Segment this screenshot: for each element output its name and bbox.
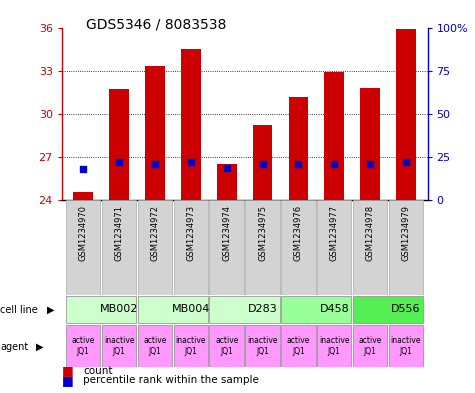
Bar	[66, 325, 101, 367]
Bar	[353, 200, 387, 295]
Text: inactive
JQ1: inactive JQ1	[104, 336, 134, 356]
Bar	[209, 296, 280, 323]
Bar	[102, 200, 136, 295]
Text: GSM1234974: GSM1234974	[222, 205, 231, 261]
Text: GSM1234973: GSM1234973	[186, 205, 195, 261]
Text: D458: D458	[319, 305, 349, 314]
Bar	[174, 325, 208, 367]
Text: ▶: ▶	[36, 342, 43, 352]
Text: active
JQ1: active JQ1	[287, 336, 310, 356]
Point	[294, 161, 302, 167]
Point	[115, 159, 123, 165]
Bar	[209, 200, 244, 295]
Text: active
JQ1: active JQ1	[143, 336, 167, 356]
Text: GSM1234979: GSM1234979	[401, 205, 410, 261]
Text: GSM1234978: GSM1234978	[366, 205, 375, 261]
Bar	[389, 200, 423, 295]
Bar	[246, 325, 280, 367]
Text: D283: D283	[247, 305, 277, 314]
Point	[366, 161, 374, 167]
Bar	[109, 90, 129, 200]
Bar	[66, 296, 136, 323]
Text: count: count	[83, 365, 113, 376]
Point	[151, 161, 159, 167]
Bar	[353, 325, 387, 367]
Text: GSM1234976: GSM1234976	[294, 205, 303, 261]
Bar	[317, 200, 352, 295]
Text: percentile rank within the sample: percentile rank within the sample	[83, 375, 259, 386]
Bar	[102, 325, 136, 367]
Text: GSM1234972: GSM1234972	[151, 205, 160, 261]
Point	[187, 159, 195, 165]
Bar	[138, 200, 172, 295]
Bar	[217, 164, 237, 200]
Text: ■: ■	[62, 374, 74, 387]
Text: GSM1234970: GSM1234970	[79, 205, 88, 261]
Point	[331, 161, 338, 167]
Bar	[281, 296, 352, 323]
Bar	[389, 325, 423, 367]
Text: ■: ■	[62, 364, 74, 377]
Text: inactive
JQ1: inactive JQ1	[176, 336, 206, 356]
Bar	[138, 325, 172, 367]
Point	[259, 161, 266, 167]
Bar	[360, 88, 380, 200]
Bar	[66, 200, 101, 295]
Point	[402, 159, 410, 165]
Bar	[209, 325, 244, 367]
Text: MB002: MB002	[100, 305, 138, 314]
Text: GSM1234971: GSM1234971	[114, 205, 124, 261]
Text: inactive
JQ1: inactive JQ1	[319, 336, 350, 356]
Text: ▶: ▶	[47, 305, 54, 315]
Bar	[145, 66, 165, 200]
Bar	[138, 296, 208, 323]
Text: MB004: MB004	[171, 305, 210, 314]
Point	[79, 166, 87, 173]
Bar	[74, 192, 93, 200]
Text: active
JQ1: active JQ1	[359, 336, 382, 356]
Bar	[353, 296, 423, 323]
Bar	[174, 200, 208, 295]
Text: inactive
JQ1: inactive JQ1	[391, 336, 421, 356]
Point	[223, 164, 230, 171]
Text: agent: agent	[0, 342, 28, 352]
Bar	[181, 49, 201, 200]
Text: GSM1234977: GSM1234977	[330, 205, 339, 261]
Bar	[253, 125, 273, 200]
Bar	[396, 29, 416, 200]
Text: active
JQ1: active JQ1	[72, 336, 95, 356]
Text: GSM1234975: GSM1234975	[258, 205, 267, 261]
Text: cell line: cell line	[0, 305, 38, 315]
Text: GDS5346 / 8083538: GDS5346 / 8083538	[86, 18, 226, 32]
Text: D556: D556	[391, 305, 421, 314]
Bar	[324, 72, 344, 200]
Bar	[317, 325, 352, 367]
Text: active
JQ1: active JQ1	[215, 336, 238, 356]
Bar	[281, 200, 315, 295]
Bar	[288, 97, 308, 200]
Text: inactive
JQ1: inactive JQ1	[247, 336, 278, 356]
Bar	[281, 325, 315, 367]
Bar	[246, 200, 280, 295]
